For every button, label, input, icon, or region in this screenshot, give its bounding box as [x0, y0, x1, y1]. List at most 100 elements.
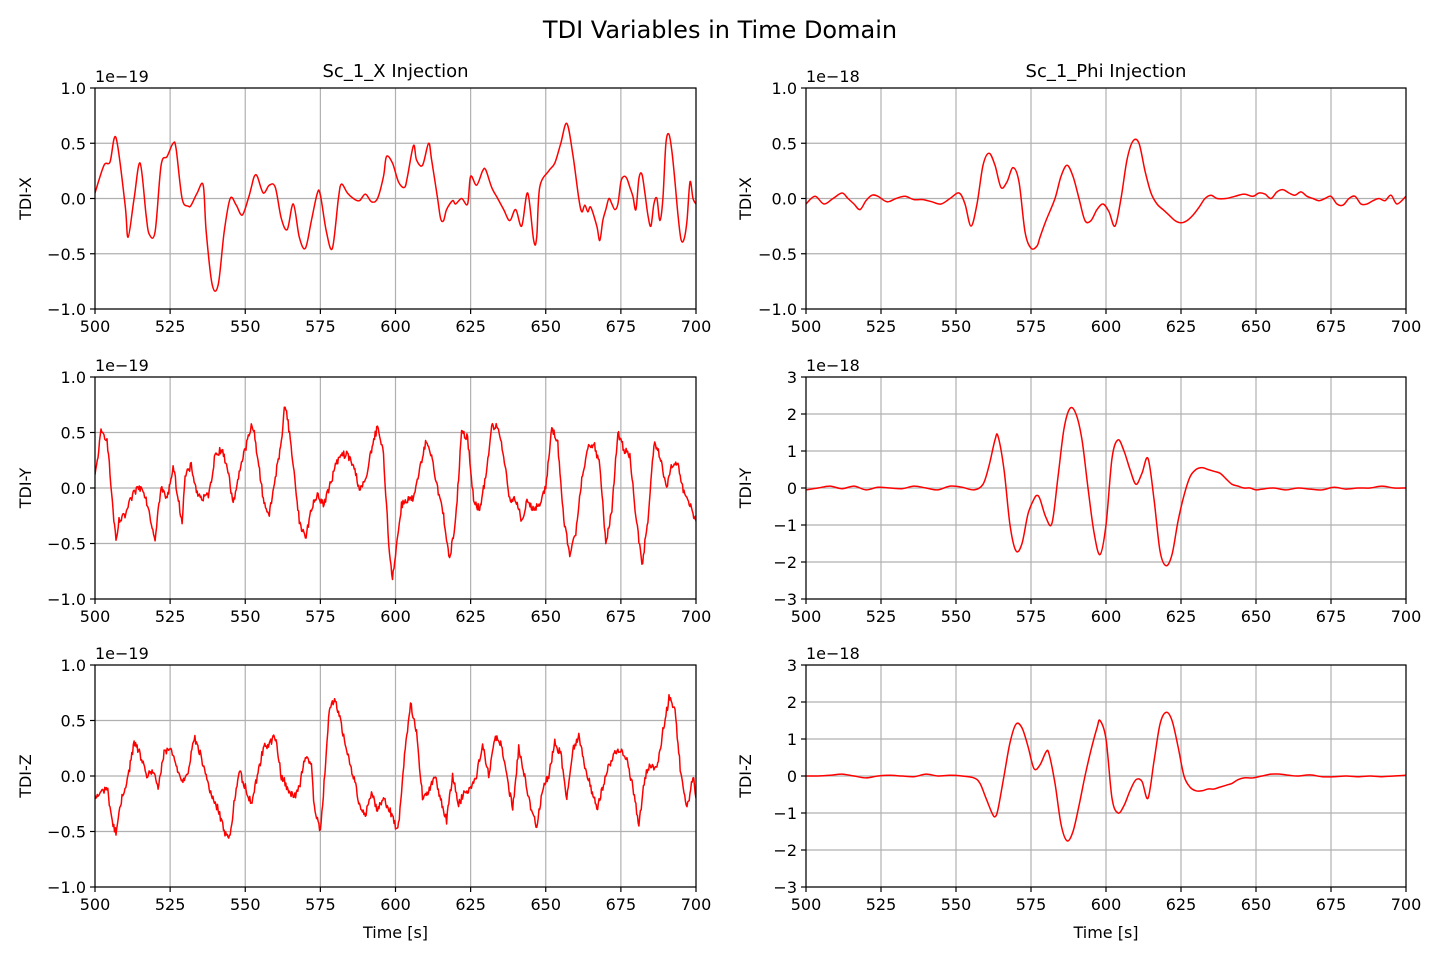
y-tick-label: 0.5	[61, 134, 86, 153]
x-tick-label: 675	[606, 895, 637, 914]
x-tick-label: 700	[1391, 317, 1422, 336]
x-axis-label: Time [s]	[362, 923, 428, 942]
x-tick-label: 550	[941, 607, 972, 626]
data-series-line	[95, 122, 696, 293]
y-tick-label: −1.0	[47, 590, 86, 609]
y-tick-label: 1.0	[772, 79, 797, 98]
subplot-6: 500 525 550 575 600 625 650 675 700 −3 −2 −1 0 1 2 3 1e−…	[736, 644, 1421, 942]
x-tick-label: 675	[1316, 607, 1347, 626]
y-tick-label: 0.0	[61, 767, 86, 786]
y-offset-label: 1e−18	[806, 644, 860, 663]
x-tick-label: 575	[305, 317, 336, 336]
y-offset-label: 1e−18	[806, 356, 860, 375]
y-tick-label: 1	[787, 730, 797, 749]
y-axis-label: TDI-X	[736, 177, 755, 221]
x-tick-label: 575	[305, 895, 336, 914]
x-tick-label: 600	[1091, 607, 1122, 626]
y-tick-label: 0.5	[61, 424, 86, 443]
subplot-3: 500 525 550 575 600 625 650 675 700 −1.0 −0.5 0.0 0.…	[16, 356, 711, 626]
y-tick-label: −1.0	[758, 300, 797, 319]
x-tick-label: 550	[941, 317, 972, 336]
y-tick-label: −3	[773, 590, 797, 609]
x-tick-label: 625	[455, 895, 486, 914]
y-axis-label: TDI-Z	[16, 754, 35, 799]
x-tick-label: 600	[1091, 895, 1122, 914]
x-tick-label: 625	[455, 607, 486, 626]
x-tick-label: 525	[866, 317, 897, 336]
x-tick-label: 625	[455, 317, 486, 336]
y-tick-label: 0.5	[772, 134, 797, 153]
data-series-line	[806, 406, 1406, 567]
y-tick-label: −1.0	[47, 878, 86, 897]
y-tick-label: 2	[787, 405, 797, 424]
x-tick-label: 675	[606, 607, 637, 626]
y-tick-label: −2	[773, 841, 797, 860]
x-tick-label: 550	[230, 607, 261, 626]
x-tick-label: 500	[80, 895, 111, 914]
y-tick-label: −1.0	[47, 300, 86, 319]
y-offset-label: 1e−19	[95, 67, 149, 86]
data-series-line	[95, 693, 696, 839]
x-tick-label: 675	[606, 317, 637, 336]
y-tick-label: −0.5	[758, 245, 797, 264]
y-tick-label: 0	[787, 479, 797, 498]
x-tick-label: 525	[155, 895, 186, 914]
x-tick-label: 625	[1166, 317, 1197, 336]
y-tick-label: 1.0	[61, 656, 86, 675]
y-tick-label: 0	[787, 767, 797, 786]
y-axis-label: TDI-Y	[736, 468, 755, 510]
x-tick-label: 700	[1391, 895, 1422, 914]
x-tick-label: 500	[791, 607, 822, 626]
x-tick-label: 625	[1166, 607, 1197, 626]
y-tick-label: 1.0	[61, 368, 86, 387]
y-tick-label: −0.5	[47, 245, 86, 264]
x-tick-label: 575	[305, 607, 336, 626]
x-tick-label: 700	[681, 895, 712, 914]
x-tick-label: 650	[1241, 895, 1272, 914]
x-tick-label: 600	[1091, 317, 1122, 336]
x-tick-label: 500	[80, 317, 111, 336]
y-axis-label: TDI-X	[16, 177, 35, 221]
y-offset-label: 1e−19	[95, 356, 149, 375]
subplot-title: Sc_1_X Injection	[323, 61, 469, 82]
y-offset-label: 1e−18	[806, 67, 860, 86]
y-tick-label: 1	[787, 442, 797, 461]
y-axis-label: TDI-Y	[16, 468, 35, 510]
x-tick-label: 675	[1316, 895, 1347, 914]
data-series-line	[806, 138, 1406, 250]
y-tick-label: −0.5	[47, 823, 86, 842]
x-tick-label: 550	[230, 317, 261, 336]
x-tick-label: 525	[155, 317, 186, 336]
x-tick-label: 500	[791, 895, 822, 914]
y-tick-label: 0.5	[61, 712, 86, 731]
x-tick-label: 650	[530, 895, 561, 914]
x-tick-label: 650	[530, 607, 561, 626]
y-tick-label: −1	[773, 516, 797, 535]
y-tick-label: 1.0	[61, 79, 86, 98]
x-tick-label: 650	[530, 317, 561, 336]
subplot-grid: 500 525 550 575 600 625 650 675 700 −1.0 −0.5 0.0 0.…	[16, 61, 1421, 942]
x-tick-label: 525	[866, 895, 897, 914]
x-tick-label: 575	[1016, 895, 1047, 914]
y-tick-label: 2	[787, 693, 797, 712]
subplot-title: Sc_1_Phi Injection	[1026, 61, 1187, 82]
x-tick-label: 700	[681, 607, 712, 626]
x-tick-label: 500	[791, 317, 822, 336]
subplot-2: 500 525 550 575 600 625 650 675 700 −1.0 −0.5 0.0 0.…	[736, 61, 1421, 336]
x-tick-label: 575	[1016, 317, 1047, 336]
x-tick-label: 500	[80, 607, 111, 626]
x-tick-label: 525	[155, 607, 186, 626]
subplot-1: 500 525 550 575 600 625 650 675 700 −1.0 −0.5 0.0 0.…	[16, 61, 711, 336]
y-tick-label: −2	[773, 553, 797, 572]
y-tick-label: 0.0	[772, 190, 797, 209]
y-tick-label: −1	[773, 804, 797, 823]
x-tick-label: 600	[380, 317, 411, 336]
data-series-line	[95, 406, 696, 581]
y-tick-label: −3	[773, 878, 797, 897]
figure-title: TDI Variables in Time Domain	[542, 16, 897, 44]
y-offset-label: 1e−19	[95, 644, 149, 663]
x-tick-label: 550	[230, 895, 261, 914]
x-tick-label: 700	[1391, 607, 1422, 626]
y-tick-label: 3	[787, 368, 797, 387]
x-tick-label: 625	[1166, 895, 1197, 914]
